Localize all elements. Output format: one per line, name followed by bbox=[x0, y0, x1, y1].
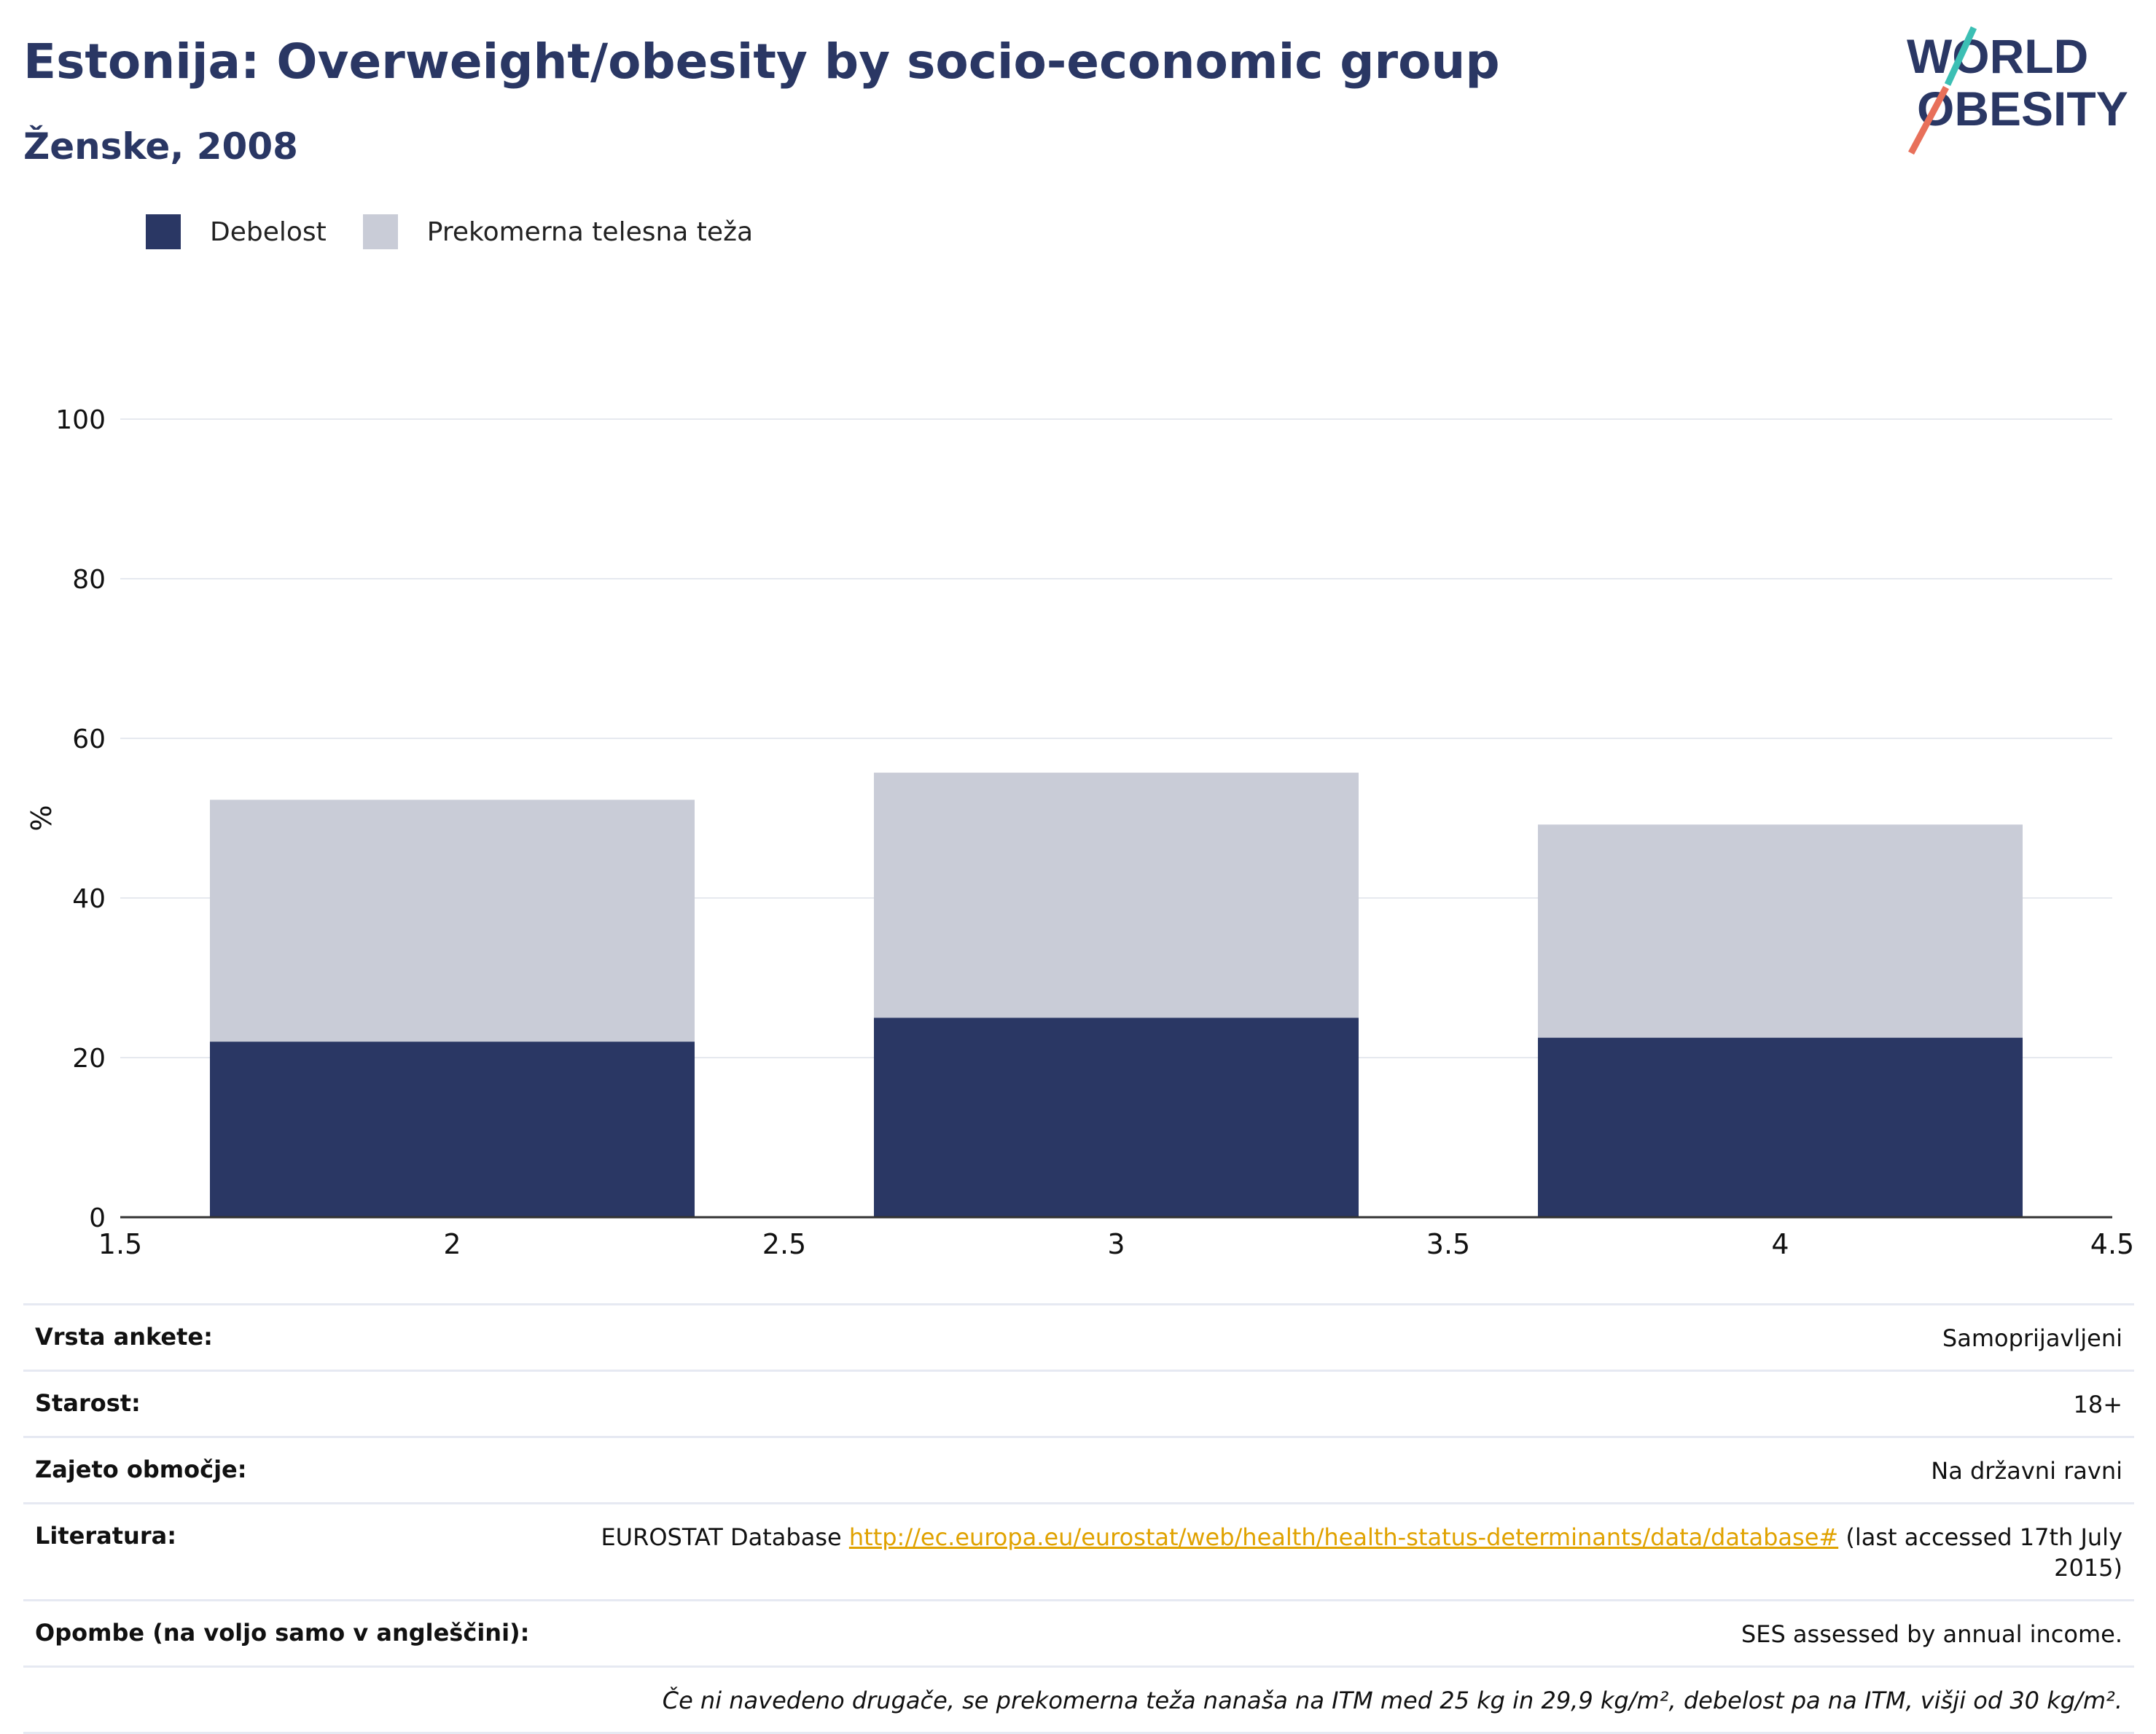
bar-debelost bbox=[209, 1042, 695, 1217]
info-value: Samoprijavljeni bbox=[1942, 1324, 2122, 1352]
world-obesity-logo: WORLD OBESITY bbox=[1907, 26, 2128, 155]
legend-swatch-debelost bbox=[146, 214, 181, 249]
bar-prekomerna bbox=[1537, 824, 2023, 1038]
bar-prekomerna bbox=[209, 800, 695, 1042]
info-value: EUROSTAT Database http://ec.europa.eu/eu… bbox=[592, 1522, 2122, 1583]
legend-label-prekomerna: Prekomerna telesna teža bbox=[426, 216, 754, 247]
info-value: Na državni ravni bbox=[1931, 1457, 2122, 1485]
y-tick-label: 40 bbox=[72, 884, 106, 914]
info-table: Vrsta ankete: Samoprijavljeni Starost: 1… bbox=[23, 1303, 2134, 1734]
info-label: Zajeto območje: bbox=[35, 1456, 247, 1483]
bar-chart: 0 20 40 60 80 100% 1.5 2 2.5 3 3.5 4 4.5 bbox=[26, 405, 2134, 1260]
literature-suffix: (last accessed 17th July 2015) bbox=[1838, 1523, 2122, 1582]
info-label: Starost: bbox=[35, 1389, 141, 1417]
x-tick-label: 1.5 bbox=[98, 1228, 142, 1260]
info-value: 18+ bbox=[2073, 1391, 2122, 1418]
info-label: Vrsta ankete: bbox=[35, 1323, 213, 1351]
y-axis-label: % bbox=[26, 805, 58, 831]
bar-debelost bbox=[1537, 1037, 2023, 1217]
y-tick-label: 80 bbox=[72, 565, 106, 595]
svg-text:WORLD: WORLD bbox=[1907, 29, 2088, 83]
y-tick-label: 100 bbox=[55, 405, 106, 435]
footnote: Če ni navedeno drugače, se prekomerna te… bbox=[662, 1687, 2122, 1714]
page-title: Estonija: Overweight/obesity by socio-ec… bbox=[23, 34, 1500, 90]
info-value: SES assessed by annual income. bbox=[1741, 1620, 2122, 1648]
x-tick-label: 3 bbox=[1107, 1228, 1125, 1260]
y-tick-label: 20 bbox=[72, 1044, 106, 1074]
bar-debelost bbox=[873, 1018, 1359, 1217]
info-row-notes: Opombe (na voljo samo v angleščini): SES… bbox=[23, 1599, 2134, 1665]
literature-prefix: EUROSTAT Database bbox=[601, 1523, 849, 1551]
info-label: Literatura: bbox=[35, 1522, 176, 1550]
info-row-survey-type: Vrsta ankete: Samoprijavljeni bbox=[23, 1303, 2134, 1370]
bar-prekomerna bbox=[873, 773, 1359, 1018]
literature-link[interactable]: http://ec.europa.eu/eurostat/web/health/… bbox=[848, 1523, 1839, 1551]
info-row-literature: Literatura: EUROSTAT Database http://ec.… bbox=[23, 1502, 2134, 1599]
svg-text:OBESITY: OBESITY bbox=[1917, 82, 2128, 136]
info-row-area: Zajeto območje: Na državni ravni bbox=[23, 1436, 2134, 1502]
legend-item-debelost[interactable]: Debelost bbox=[146, 214, 327, 249]
page-subtitle: Ženske, 2008 bbox=[23, 125, 298, 168]
x-tick-label: 4.5 bbox=[2090, 1228, 2134, 1260]
legend-item-prekomerna[interactable]: Prekomerna telesna teža bbox=[362, 214, 754, 249]
info-row-age: Starost: 18+ bbox=[23, 1370, 2134, 1436]
x-tick-label: 4 bbox=[1771, 1228, 1789, 1260]
y-tick-label: 60 bbox=[72, 725, 106, 754]
x-tick-label: 2.5 bbox=[762, 1228, 806, 1260]
legend-swatch-prekomerna bbox=[362, 214, 398, 249]
y-tick-label: 0 bbox=[89, 1203, 106, 1233]
legend-label-debelost: Debelost bbox=[210, 216, 327, 247]
info-label: Opombe (na voljo samo v angleščini): bbox=[35, 1619, 530, 1647]
x-tick-label: 2 bbox=[443, 1228, 461, 1260]
info-row-footnote: Če ni navedeno drugače, se prekomerna te… bbox=[23, 1665, 2134, 1734]
chart-legend: Debelost Prekomerna telesna teža bbox=[146, 214, 789, 249]
x-tick-label: 3.5 bbox=[1426, 1228, 1470, 1260]
